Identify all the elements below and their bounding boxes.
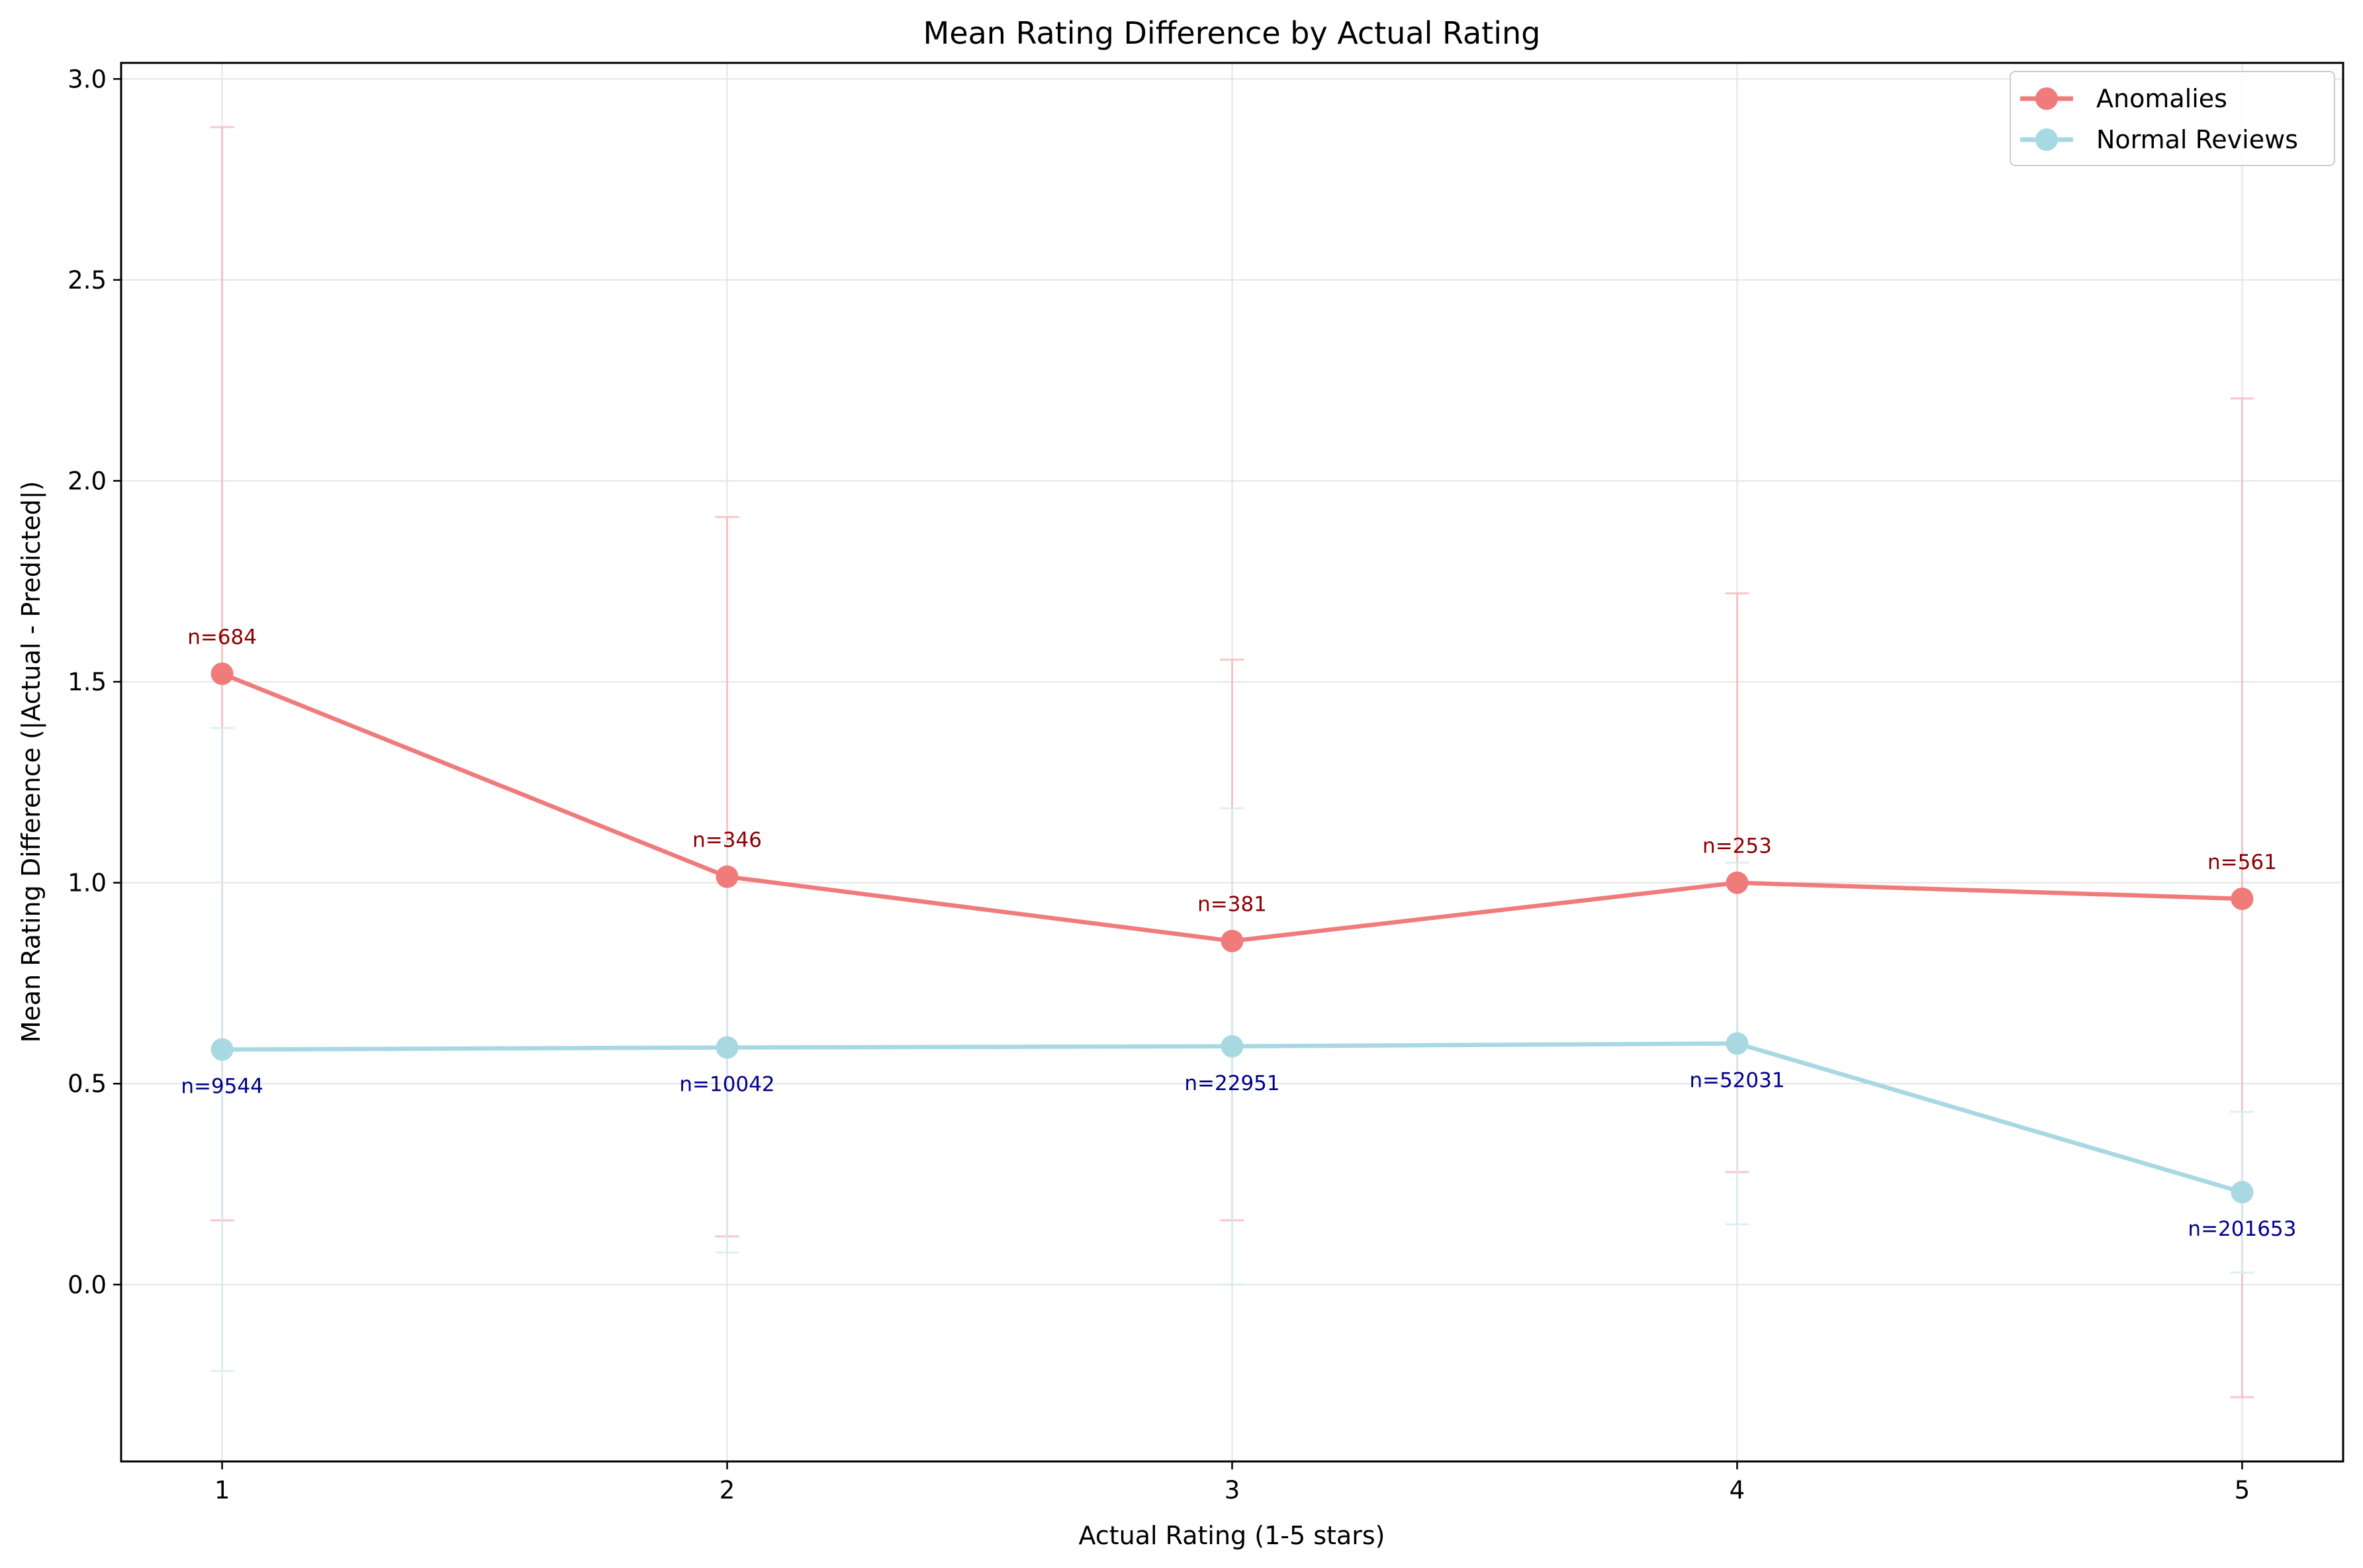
x-tick-label: 3 xyxy=(1225,1476,1240,1504)
x-tick-label: 4 xyxy=(1730,1476,1745,1504)
data-point-anomalies xyxy=(1726,871,1749,894)
data-point-normal-reviews xyxy=(210,1038,234,1061)
chart-title: Mean Rating Difference by Actual Rating xyxy=(923,15,1541,51)
data-point-anomalies xyxy=(1221,929,1244,952)
data-point-anomalies xyxy=(716,865,739,888)
legend: Anomalies Normal Reviews xyxy=(2010,71,2335,166)
y-tick-label: 3.0 xyxy=(68,65,107,93)
axis-ticks: 1 2 3 4 5 0.0 0.5 1.0 1.5 2.0 2.5 3.0 xyxy=(68,65,2250,1504)
y-tick-label: 1.0 xyxy=(68,869,107,898)
y-tick-label: 2.5 xyxy=(68,266,107,295)
y-tick-label: 2.0 xyxy=(68,467,107,495)
x-axis-label: Actual Rating (1-5 stars) xyxy=(1079,1521,1385,1550)
legend-marker-normal-reviews xyxy=(2035,128,2058,151)
count-label-anomalies: n=684 xyxy=(187,625,257,649)
data-point-normal-reviews xyxy=(1726,1032,1749,1055)
y-tick-label: 0.0 xyxy=(68,1271,107,1299)
legend-label-normal-reviews: Normal Reviews xyxy=(2096,125,2298,154)
count-label-anomalies: n=253 xyxy=(1702,835,1772,858)
data-point-anomalies xyxy=(2231,887,2254,910)
count-label-normal-reviews: n=22951 xyxy=(1184,1072,1279,1095)
y-axis-label: Mean Rating Difference (|Actual - Predic… xyxy=(17,481,46,1043)
y-tick-label: 1.5 xyxy=(68,668,107,696)
count-label-normal-reviews: n=9544 xyxy=(181,1075,263,1099)
count-label-normal-reviews: n=10042 xyxy=(679,1073,774,1097)
count-label-normal-reviews: n=52031 xyxy=(1689,1069,1784,1093)
x-tick-label: 5 xyxy=(2235,1476,2250,1504)
data-points xyxy=(210,662,2254,1204)
data-point-normal-reviews xyxy=(716,1036,739,1059)
count-label-anomalies: n=346 xyxy=(692,829,762,853)
data-point-anomalies xyxy=(210,662,234,685)
x-tick-label: 2 xyxy=(719,1476,735,1504)
count-labels: n=684 n=346 n=381 n=253 n=561 n=9544 n=10042 n=… xyxy=(181,625,2296,1241)
data-point-normal-reviews xyxy=(2231,1181,2254,1204)
y-tick-label: 0.5 xyxy=(68,1070,107,1098)
legend-label-anomalies: Anomalies xyxy=(2096,84,2227,113)
x-tick-label: 1 xyxy=(214,1476,230,1504)
legend-frame xyxy=(2010,71,2335,166)
count-label-normal-reviews: n=201653 xyxy=(2188,1217,2296,1241)
legend-marker-anomalies xyxy=(2035,87,2058,110)
data-point-normal-reviews xyxy=(1221,1035,1244,1058)
count-label-anomalies: n=561 xyxy=(2207,851,2277,874)
count-label-anomalies: n=381 xyxy=(1197,893,1267,917)
